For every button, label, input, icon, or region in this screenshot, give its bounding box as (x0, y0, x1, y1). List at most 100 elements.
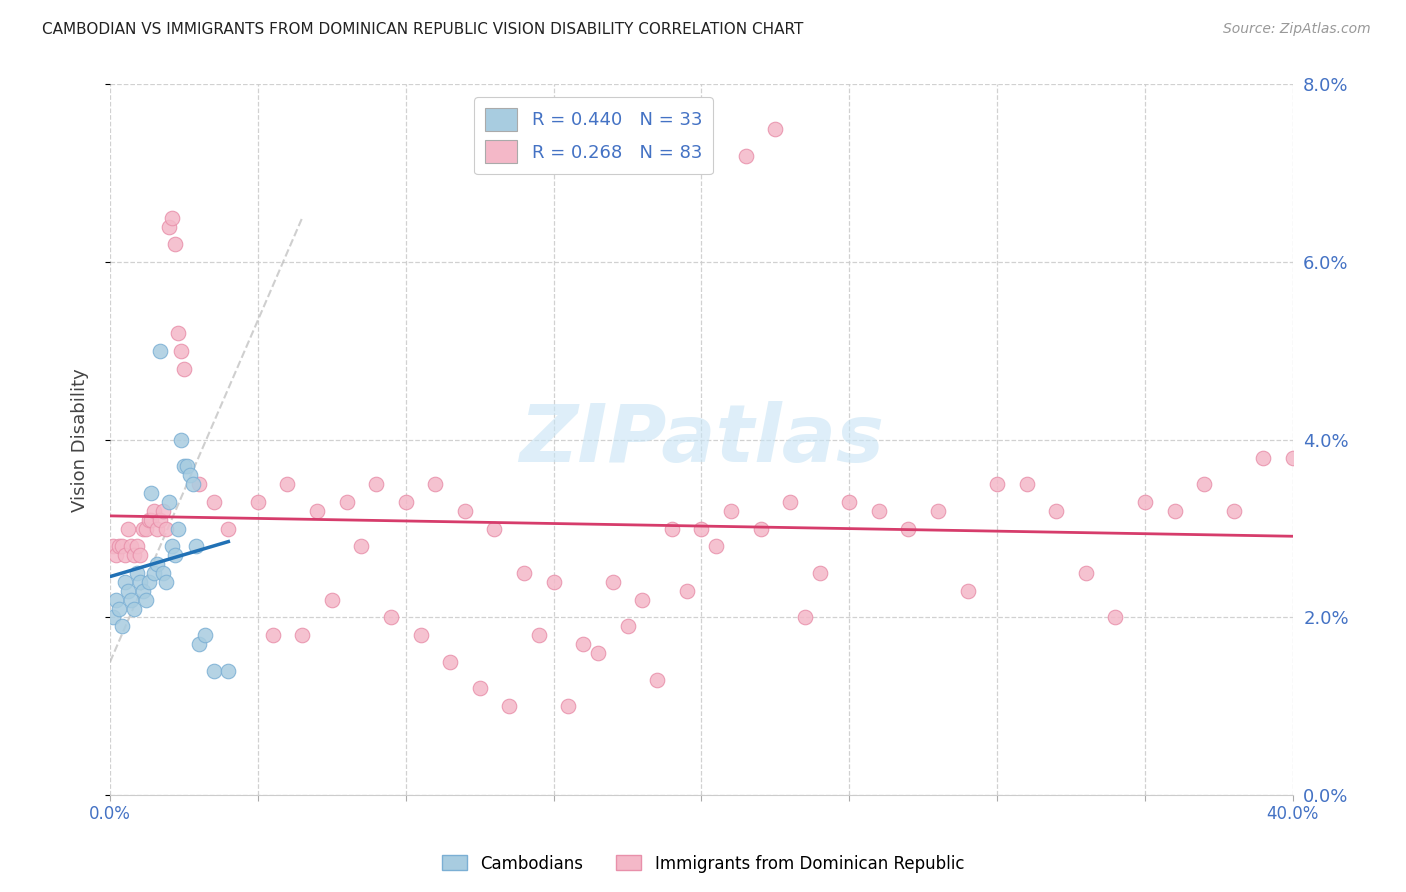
Point (763, 121, 786, 136)
Point (246, 495, 269, 509)
Point (122, 548, 145, 562)
Point (157, 219, 180, 234)
Point (661, 522, 683, 536)
Point (152, 566, 174, 580)
Point (131, 583, 153, 598)
Point (173, 361, 195, 376)
Point (1192, 477, 1215, 491)
Point (616, 619, 638, 633)
Legend: R = 0.440   N = 33, R = 0.268   N = 83: R = 0.440 N = 33, R = 0.268 N = 83 (474, 97, 713, 174)
Point (956, 583, 979, 598)
Point (146, 522, 169, 536)
Point (104, 548, 127, 562)
Point (602, 574, 624, 589)
Point (152, 504, 174, 518)
Point (157, 495, 180, 509)
Point (165, 237, 187, 252)
Point (513, 566, 536, 580)
Point (793, 610, 815, 624)
Point (986, 477, 1008, 491)
Point (217, 522, 239, 536)
Point (1163, 504, 1185, 518)
Point (184, 539, 207, 553)
Point (675, 583, 697, 598)
Point (143, 566, 166, 580)
Point (543, 574, 565, 589)
Point (217, 664, 239, 678)
Point (484, 522, 506, 536)
Point (380, 610, 402, 624)
Legend: Cambodians, Immigrants from Dominican Republic: Cambodians, Immigrants from Dominican Re… (434, 848, 972, 880)
Point (838, 495, 860, 509)
Point (131, 522, 153, 536)
Point (141, 513, 163, 527)
Point (181, 477, 204, 491)
Point (1015, 477, 1038, 491)
Point (135, 592, 157, 607)
Point (138, 574, 160, 589)
Point (720, 504, 742, 518)
Point (572, 637, 595, 651)
Point (1281, 450, 1303, 465)
Point (143, 504, 166, 518)
Point (128, 574, 150, 589)
Point (704, 539, 727, 553)
Point (146, 557, 169, 571)
Point (1104, 610, 1126, 624)
Point (749, 522, 772, 536)
Point (104, 592, 127, 607)
Text: CAMBODIAN VS IMMIGRANTS FROM DOMINICAN REPUBLIC VISION DISABILITY CORRELATION CH: CAMBODIAN VS IMMIGRANTS FROM DOMINICAN R… (42, 22, 804, 37)
Point (262, 628, 284, 642)
Point (202, 664, 225, 678)
Point (165, 548, 187, 562)
Point (1133, 495, 1156, 509)
Point (141, 486, 163, 500)
Point (101, 539, 124, 553)
Point (366, 477, 388, 491)
Y-axis label: Vision Disability: Vision Disability (72, 368, 89, 512)
Point (128, 548, 150, 562)
Point (645, 673, 668, 687)
Point (350, 539, 373, 553)
Point (176, 459, 198, 474)
Point (114, 548, 136, 562)
Point (425, 477, 447, 491)
Point (179, 468, 201, 483)
Point (167, 326, 190, 340)
Point (194, 628, 217, 642)
Point (586, 646, 609, 660)
Point (868, 504, 890, 518)
Point (111, 619, 134, 633)
Point (138, 513, 160, 527)
Point (101, 610, 124, 624)
Text: ZIPatlas: ZIPatlas (519, 401, 884, 479)
Point (160, 539, 183, 553)
Point (125, 539, 148, 553)
Point (336, 495, 359, 509)
Point (808, 566, 831, 580)
Point (779, 495, 801, 509)
Point (160, 211, 183, 225)
Point (187, 637, 209, 651)
Point (468, 681, 491, 696)
Point (1074, 566, 1097, 580)
Point (135, 522, 157, 536)
Point (439, 655, 461, 669)
Point (125, 566, 148, 580)
Point (167, 522, 190, 536)
Point (187, 477, 209, 491)
Point (155, 522, 177, 536)
Point (120, 592, 142, 607)
Point (734, 148, 756, 162)
Point (108, 601, 131, 615)
Point (108, 539, 131, 553)
Point (498, 699, 520, 714)
Point (122, 601, 145, 615)
Point (120, 539, 142, 553)
Point (1222, 504, 1244, 518)
Point (149, 513, 172, 527)
Point (927, 504, 949, 518)
Point (690, 522, 713, 536)
Point (155, 574, 177, 589)
Point (897, 522, 920, 536)
